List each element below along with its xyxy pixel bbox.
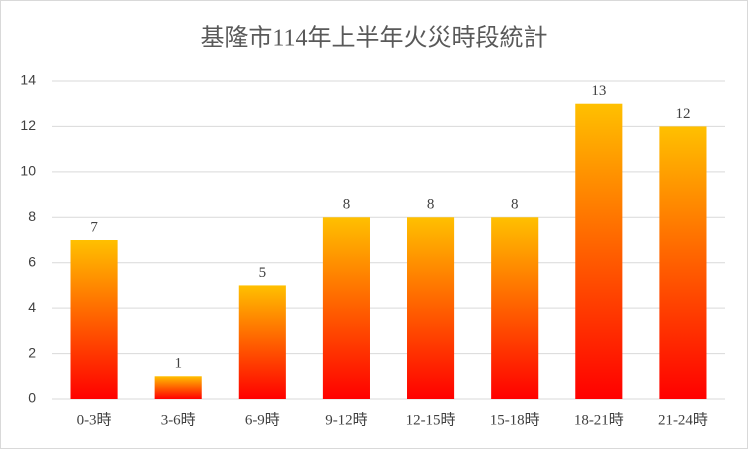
x-tick-label: 15-18時 (490, 411, 540, 428)
x-tick-label: 9-12時 (325, 411, 368, 428)
x-tick-label: 18-21時 (574, 411, 624, 428)
data-label: 12 (675, 106, 690, 122)
data-label: 7 (90, 219, 98, 235)
y-tick-label: 2 (28, 344, 36, 360)
bar (659, 126, 707, 399)
data-label: 8 (427, 197, 435, 213)
x-tick-label: 21-24時 (658, 411, 708, 428)
x-tick-label: 3-6時 (161, 411, 196, 428)
data-label: 8 (511, 197, 519, 213)
bar (407, 217, 455, 399)
bar (322, 217, 370, 399)
chart-title: 基隆市114年上半年火災時段統計 (200, 25, 547, 52)
bar (154, 376, 202, 399)
y-tick-label: 10 (20, 163, 36, 179)
x-tick-label: 12-15時 (406, 411, 456, 428)
x-tick-label: 0-3時 (77, 411, 112, 428)
x-tick-label: 6-9時 (245, 411, 280, 428)
bar (491, 217, 539, 399)
y-tick-label: 12 (20, 117, 36, 133)
y-tick-label: 4 (28, 299, 36, 315)
bar (575, 103, 623, 399)
data-label: 8 (343, 197, 351, 213)
data-label: 5 (259, 265, 267, 281)
bar (70, 240, 118, 399)
bar (238, 285, 286, 399)
y-tick-label: 14 (20, 72, 36, 88)
y-tick-label: 0 (28, 390, 36, 406)
data-label: 13 (591, 83, 606, 99)
y-tick-label: 6 (28, 253, 36, 269)
data-label: 1 (174, 356, 182, 372)
y-tick-label: 8 (28, 208, 36, 224)
